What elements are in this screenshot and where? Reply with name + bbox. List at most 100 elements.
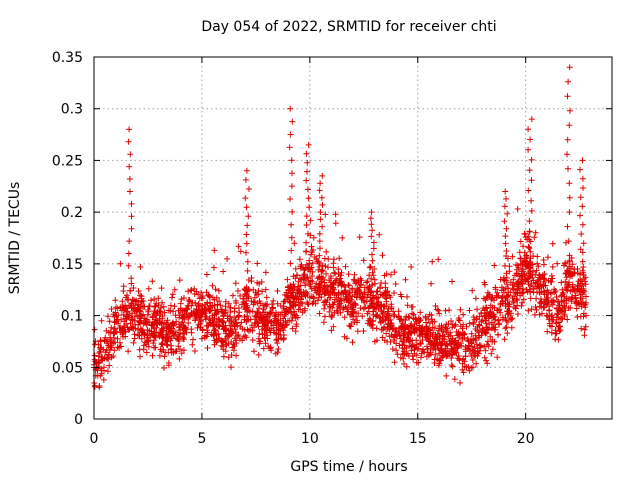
data-point — [125, 138, 132, 145]
data-point — [489, 346, 496, 353]
data-point — [332, 211, 339, 218]
data-point — [564, 136, 571, 143]
data-point — [491, 262, 498, 269]
data-point — [278, 335, 285, 342]
data-point — [305, 195, 312, 202]
data-point — [289, 314, 296, 320]
data-point — [242, 176, 249, 183]
data-point — [580, 313, 587, 320]
data-point — [124, 324, 131, 331]
data-point — [579, 280, 586, 287]
data-point — [505, 285, 512, 292]
data-point — [538, 296, 544, 302]
data-point — [483, 357, 489, 364]
data-point — [543, 297, 550, 304]
data-point — [306, 204, 313, 211]
data-point — [417, 317, 424, 324]
data-point — [126, 176, 133, 182]
data-point — [445, 320, 452, 327]
data-point — [420, 346, 427, 353]
data-point — [165, 360, 172, 366]
data-point — [582, 323, 589, 330]
data-point — [583, 312, 589, 319]
data-point — [527, 282, 534, 289]
data-point — [203, 313, 210, 320]
data-point — [125, 348, 132, 355]
data-point — [188, 326, 195, 333]
data-point — [447, 332, 454, 339]
data-point — [156, 352, 163, 359]
data-point — [516, 249, 523, 256]
data-point — [387, 271, 394, 278]
data-point — [131, 317, 138, 324]
data-point — [565, 281, 572, 288]
data-point — [581, 326, 588, 333]
data-point — [104, 313, 111, 320]
data-point — [302, 248, 309, 255]
data-point — [254, 260, 261, 267]
data-point — [558, 293, 565, 300]
data-point — [443, 353, 450, 360]
data-point — [337, 309, 344, 316]
data-point — [528, 197, 535, 204]
data-point — [281, 309, 288, 316]
data-point — [363, 279, 370, 286]
data-point — [328, 313, 335, 320]
data-point — [237, 292, 244, 299]
data-point — [198, 335, 205, 342]
data-point — [289, 170, 295, 177]
data-point — [447, 329, 454, 336]
data-point — [101, 337, 108, 344]
data-point — [549, 263, 556, 270]
data-point — [374, 312, 381, 319]
data-point — [544, 313, 551, 320]
data-point — [387, 294, 394, 301]
data-point — [503, 270, 510, 277]
data-point — [478, 342, 484, 349]
data-point — [488, 319, 495, 326]
data-point — [202, 305, 209, 312]
data-point — [150, 340, 157, 347]
data-point — [315, 259, 322, 266]
data-point — [444, 325, 451, 332]
data-point — [546, 307, 553, 314]
data-point — [270, 322, 277, 329]
data-point — [297, 265, 304, 272]
data-point — [253, 319, 260, 326]
data-point — [566, 180, 573, 187]
data-point — [548, 279, 555, 285]
data-point — [304, 290, 311, 297]
data-point — [262, 269, 269, 276]
data-point — [128, 275, 135, 282]
data-point — [134, 313, 141, 320]
data-point — [251, 348, 257, 355]
data-point — [338, 272, 344, 279]
data-point — [264, 313, 271, 320]
data-point — [578, 286, 585, 293]
data-point — [382, 284, 389, 291]
data-point — [213, 322, 220, 328]
data-point — [469, 357, 476, 363]
data-point — [530, 253, 537, 260]
data-point — [289, 325, 296, 332]
data-point — [473, 360, 480, 367]
data-point — [260, 345, 267, 352]
data-point — [124, 292, 130, 299]
data-point — [514, 206, 521, 212]
data-point — [491, 338, 498, 345]
data-point — [161, 353, 168, 360]
data-point — [243, 291, 250, 297]
data-point — [435, 307, 442, 314]
data-point — [355, 279, 362, 286]
data-point — [316, 230, 323, 237]
data-point — [330, 284, 337, 291]
data-point — [240, 295, 247, 302]
data-point — [114, 335, 121, 342]
data-point — [217, 302, 224, 309]
data-point — [582, 304, 589, 311]
data-point — [176, 355, 183, 362]
data-point — [228, 328, 234, 335]
data-point — [481, 343, 488, 350]
data-point — [137, 302, 144, 309]
data-point — [235, 288, 241, 294]
